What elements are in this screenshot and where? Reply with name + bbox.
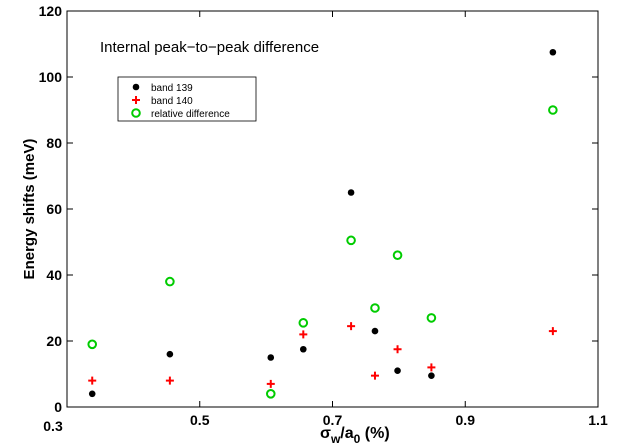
point-band-139: [347, 189, 355, 196]
point-band-140: [347, 322, 356, 331]
point-relative-difference: [392, 250, 403, 260]
y-tick-label: 40: [46, 267, 62, 283]
x-axis-label-unit: (%): [360, 425, 389, 442]
y-tick-label: 80: [46, 135, 62, 151]
x-tick-label: 0.9: [456, 412, 476, 428]
legend-label-relative-difference: relative difference: [151, 109, 230, 120]
legend-label-band-140: band 140: [151, 96, 193, 107]
legend-marker-band-139: [132, 83, 140, 91]
legend-markers: [131, 83, 141, 118]
x-axis-label-sub-w: w: [330, 432, 341, 446]
x-axis-label: σw/a0 (%): [320, 425, 390, 446]
point-relative-difference: [265, 389, 276, 399]
point-band-140: [299, 330, 308, 339]
axis-tick-labels: 0.3 0.5 0.7 0.9 1.1 0 20 40 60 80 100 120: [39, 3, 608, 434]
x-axis-label-sub-0: 0: [354, 432, 361, 446]
y-tick-label: 100: [39, 69, 63, 85]
data-points: [87, 48, 558, 399]
chart-annotation: Internal peak−to−peak difference: [100, 39, 319, 56]
point-band-139: [428, 372, 435, 379]
point-band-139: [299, 345, 307, 353]
legend-marker-band-140: [132, 96, 140, 104]
point-relative-difference: [548, 105, 558, 115]
point-band-140: [370, 371, 379, 380]
point-relative-difference: [165, 276, 175, 287]
point-relative-difference: [87, 339, 98, 350]
x-tick-label: 0.3: [43, 418, 63, 434]
point-band-139: [371, 327, 379, 335]
point-band-139: [394, 367, 401, 375]
legend-marker-relative-difference: [131, 108, 141, 118]
y-tick-label: 20: [46, 333, 62, 349]
y-axis-label: Energy shifts (meV): [21, 139, 38, 280]
point-band-140: [165, 376, 174, 385]
legend-box: [117, 76, 257, 122]
point-relative-difference: [298, 318, 309, 328]
point-band-139: [267, 354, 275, 361]
point-band-139: [549, 48, 557, 56]
x-tick-label: 1.1: [588, 412, 608, 428]
legend-label-band-139: band 139: [151, 83, 193, 94]
point-relative-difference: [370, 303, 380, 313]
point-band-140: [266, 379, 275, 388]
x-tick-label: 0.5: [190, 412, 210, 428]
point-band-139: [166, 350, 174, 358]
point-band-140: [393, 345, 402, 354]
legend: band 139 band 140 relative difference: [117, 76, 257, 122]
x-tick-label: 0.7: [323, 412, 343, 428]
y-tick-label: 120: [39, 3, 63, 19]
point-band-139: [88, 390, 96, 398]
x-axis-label-slash-a: /a: [340, 425, 353, 442]
plot-area: [66, 10, 599, 408]
point-relative-difference: [426, 313, 437, 323]
y-tick-label: 60: [46, 201, 62, 217]
point-band-140: [427, 363, 436, 372]
point-band-140: [548, 327, 557, 336]
x-axis-label-sigma: σ: [320, 425, 331, 442]
point-band-140: [88, 376, 97, 385]
axis-ticks: [66, 10, 599, 408]
point-relative-difference: [346, 235, 356, 246]
y-tick-label: 0: [54, 399, 62, 415]
